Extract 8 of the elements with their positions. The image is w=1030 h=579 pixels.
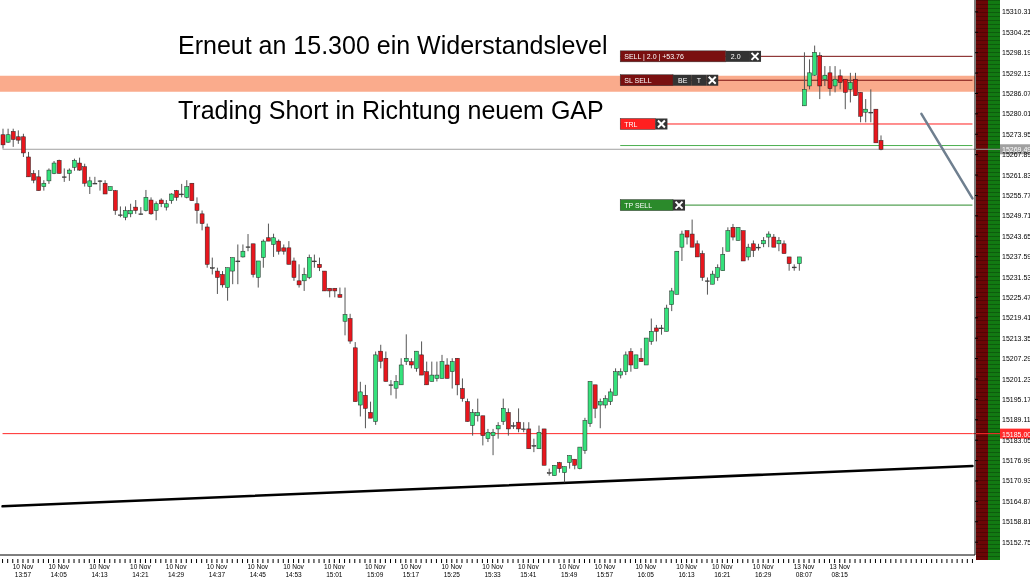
candlestick	[62, 167, 67, 183]
candlestick	[460, 377, 465, 403]
candlestick	[725, 226, 731, 252]
candlestick	[786, 256, 792, 272]
text: Erneut an 15.300 ein Widerstandslevel	[178, 31, 608, 60]
text: Trading Short in Richtung neuem GAP	[178, 96, 604, 125]
candlestick	[802, 51, 807, 107]
candlestick	[240, 243, 246, 259]
